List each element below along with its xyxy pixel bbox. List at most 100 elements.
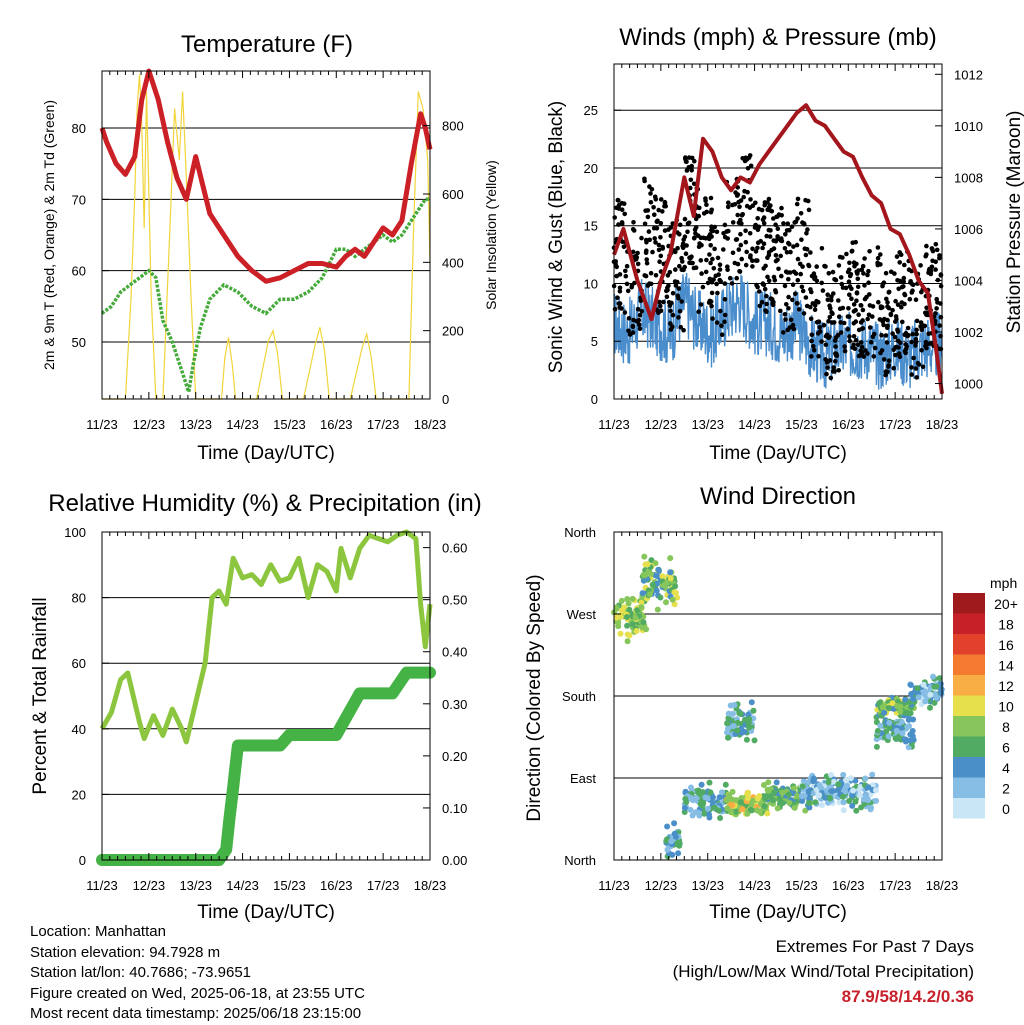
direction-point: [761, 803, 768, 810]
direction-point: [762, 795, 769, 802]
gust-point: [711, 277, 716, 282]
gust-point: [937, 323, 942, 328]
speed-legend-swatch: [953, 798, 985, 819]
gust-point: [652, 212, 657, 217]
direction-point: [688, 795, 695, 801]
gust-point: [829, 297, 834, 303]
gust-point: [833, 344, 838, 349]
gust-point: [914, 331, 919, 337]
direction-point: [617, 630, 624, 637]
gust-point: [773, 253, 779, 258]
temperature-xtick-label: 11/23: [86, 417, 118, 432]
gust-point: [801, 311, 807, 316]
gust-point: [619, 306, 624, 311]
gust-point: [852, 346, 858, 352]
gust-point: [714, 229, 720, 235]
gust-point: [817, 324, 823, 330]
gust-point: [622, 211, 627, 217]
direction-point: [847, 775, 854, 782]
direction-point: [886, 724, 893, 731]
temperature-xtick-label: 12/23: [133, 417, 166, 432]
speed-legend-swatch: [953, 654, 985, 675]
gust-point: [898, 340, 903, 346]
temperature-series: [99, 68, 433, 400]
direction-point: [613, 604, 620, 611]
temperature-ytick-right-label: 600: [442, 187, 464, 202]
direction-point: [657, 594, 664, 601]
direction-point: [791, 785, 797, 792]
direction-series: [611, 553, 945, 860]
gust-point: [706, 234, 712, 239]
gust-point: [718, 308, 723, 314]
gust-point: [613, 259, 618, 264]
direction-xtick-label: 15/23: [785, 878, 818, 893]
gust-point: [712, 246, 717, 252]
gust-point: [832, 338, 838, 343]
direction-xtick-label: 17/23: [879, 878, 912, 893]
gust-point: [734, 275, 739, 281]
gust-point: [836, 263, 842, 268]
winds-ytick-right-label: 1010: [954, 119, 983, 134]
gust-point: [655, 218, 660, 224]
gust-point: [736, 220, 742, 225]
gust-point: [767, 207, 773, 213]
temperature-xtick-label: 18/23: [414, 417, 447, 432]
gust-point: [871, 354, 877, 359]
gust-point: [803, 252, 809, 258]
gust-point: [846, 267, 852, 273]
gust-point: [793, 219, 799, 225]
speed-legend-label: 20+: [994, 596, 1018, 612]
gust-point: [855, 342, 861, 348]
humidity-grid: [102, 597, 430, 795]
direction-point: [653, 587, 660, 594]
recent-timestamp: Most recent data timestamp: 2025/06/18 2…: [30, 1005, 362, 1022]
gust-point: [855, 284, 861, 290]
gust-point: [827, 334, 832, 340]
direction-point: [642, 572, 648, 579]
gust-point: [866, 268, 871, 274]
direction-xtick-label: 18/23: [926, 878, 959, 893]
direction-point: [667, 569, 674, 576]
gust-point: [924, 243, 929, 249]
gust-point: [719, 323, 724, 329]
gust-point: [692, 158, 697, 164]
figure-created: Figure created on Wed, 2025-06-18, at 23…: [30, 984, 365, 1002]
direction-point: [655, 566, 662, 573]
gust-point: [653, 240, 658, 245]
gust-point: [781, 221, 786, 226]
gust-point: [635, 250, 640, 256]
gust-point: [865, 316, 870, 322]
gust-point: [895, 278, 900, 283]
speed-legend-swatch: [953, 736, 985, 757]
direction-grid: [614, 613, 942, 779]
gust-point: [776, 212, 782, 217]
humidity-xlabel: Time (Day/UTC): [197, 902, 335, 923]
gust-point: [824, 371, 829, 377]
direction-point: [667, 555, 674, 562]
gust-point: [830, 311, 835, 317]
gust-point: [711, 266, 717, 271]
gust-point: [713, 273, 719, 279]
gust-point: [800, 288, 806, 294]
direction-point: [624, 638, 631, 645]
direction-point: [707, 789, 714, 796]
gust-point: [704, 257, 709, 263]
gust-point: [854, 269, 859, 275]
gust-point: [880, 305, 885, 310]
gust-point: [851, 309, 857, 314]
direction-point: [629, 595, 636, 602]
direction-point: [922, 688, 929, 695]
gust-point: [726, 200, 731, 205]
gust-point: [689, 168, 694, 173]
gust-point: [926, 270, 931, 276]
winds-xtick-label: 17/23: [879, 417, 912, 432]
gust-point: [612, 306, 618, 312]
gust-point: [884, 340, 890, 345]
gust-point: [766, 196, 772, 202]
winds-ytick-right-label: 1008: [954, 170, 983, 185]
humidity-ticks: 11/23 12/23 13/23 14/23 15/23 16/23 17/23 18/23…: [64, 525, 467, 893]
gust-point: [666, 283, 671, 289]
gust-point: [703, 198, 708, 203]
gust-point: [730, 250, 736, 256]
direction-point: [629, 621, 636, 628]
